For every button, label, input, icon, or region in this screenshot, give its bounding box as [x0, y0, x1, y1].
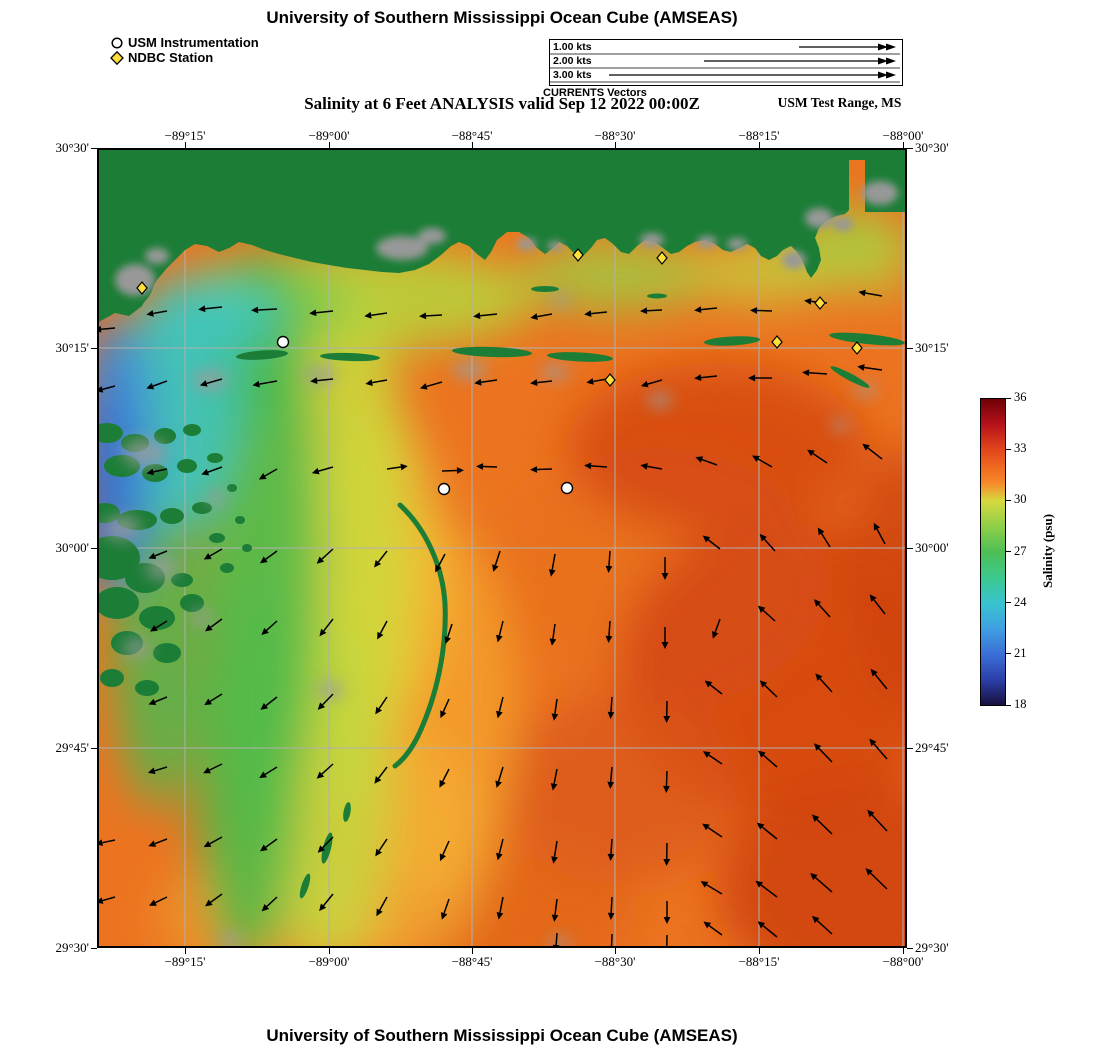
lat-tick-mark — [907, 747, 913, 749]
land-masses — [97, 148, 907, 899]
current-vectors-layer — [97, 289, 888, 948]
chandeleur-islands — [392, 502, 448, 769]
lat-tick-mark — [907, 347, 913, 349]
ndbc-station-marker — [851, 341, 863, 355]
vector-legend-arrows — [550, 43, 900, 83]
lon-tick-label-bottom: −88°15' — [738, 954, 780, 969]
lat-tick-label-left: 30°30' — [55, 140, 89, 155]
lon-tick-label-top: −89°15' — [164, 128, 206, 143]
lon-tick-label-bottom: −89°15' — [164, 954, 206, 969]
usm-station-marker — [276, 335, 290, 349]
lon-tick-mark — [328, 948, 330, 954]
lat-tick-label-left: 29°45' — [55, 740, 89, 755]
lon-tick-label-top: −89°00' — [308, 128, 350, 143]
colorbar-tick-label: 30 — [1014, 492, 1027, 507]
page-title: University of Southern Mississippi Ocean… — [266, 8, 738, 27]
lat-tick-label-left: 30°00' — [55, 540, 89, 555]
lat-tick-mark — [907, 547, 913, 549]
colorbar — [980, 398, 1007, 711]
lat-tick-label-right: 30°30' — [915, 140, 949, 155]
ndbc-station-marker — [771, 335, 783, 349]
ndbc-station-marker — [572, 248, 584, 262]
colorbar-tick-label: 18 — [1014, 697, 1027, 711]
lon-tick-label-bottom: −88°30' — [594, 954, 636, 969]
map-frame — [97, 148, 907, 948]
ndbc-station-marker — [604, 373, 616, 387]
vector-legend-entry: 2.00 kts — [553, 55, 592, 67]
vector-legend-entry: 3.00 kts — [553, 69, 592, 81]
lat-tick-label-left: 29°30' — [55, 940, 89, 955]
lat-tick-mark — [907, 947, 913, 949]
lon-tick-mark — [184, 948, 186, 954]
barrier-islands — [236, 286, 905, 899]
salinity-map — [97, 148, 907, 948]
legend-row-usm: USM Instrumentation — [110, 35, 259, 50]
lon-tick-mark — [471, 948, 473, 954]
colorbar-gradient — [980, 398, 1006, 706]
region-label: USM Test Range, MS — [777, 95, 902, 110]
lon-tick-label-bottom: −88°00' — [882, 954, 924, 969]
lat-tick-label-left: 30°15' — [55, 340, 89, 355]
usm-legend-label: USM Instrumentation — [128, 35, 259, 50]
map-plot — [97, 148, 907, 948]
ndbc-station-marker — [136, 281, 148, 295]
lon-tick-label-bottom: −88°45' — [451, 954, 493, 969]
station-markers-layer — [136, 248, 863, 496]
ndbc-station-marker — [814, 296, 826, 310]
lon-tick-label-bottom: −89°00' — [308, 954, 350, 969]
usm-station-marker — [437, 482, 451, 496]
usm-circle-icon — [111, 36, 123, 49]
colorbar-label: Salinity (psu) — [1040, 513, 1055, 589]
usm-station-marker — [560, 481, 574, 495]
lon-tick-label-top: −88°30' — [594, 128, 636, 143]
lon-tick-mark — [614, 948, 616, 954]
ndbc-legend-label: NDBC Station — [128, 50, 214, 65]
plot-subtitle: Salinity at 6 Feet ANALYSIS valid Sep 12… — [304, 94, 700, 113]
vector-legend-entry: 1.00 kts — [553, 41, 592, 53]
vector-legend-caption: CURRENTS Vectors — [543, 87, 647, 99]
lat-tick-label-right: 30°00' — [915, 540, 949, 555]
lon-tick-mark — [902, 948, 904, 954]
colorbar-tick-label: 27 — [1014, 543, 1027, 558]
lon-tick-label-top: −88°00' — [882, 128, 924, 143]
lon-tick-label-top: −88°45' — [451, 128, 493, 143]
current-vector-legend-box: 1.00 kts 2.00 kts 3.00 kts — [549, 39, 903, 86]
ndbc-station-marker — [656, 251, 668, 265]
legend-row-ndbc: NDBC Station — [110, 50, 259, 65]
lat-tick-label-right: 30°15' — [915, 340, 949, 355]
colorbar-tick-label: 21 — [1014, 645, 1027, 660]
marsh-gray-smudges — [104, 439, 227, 658]
ndbc-diamond-icon — [110, 50, 124, 65]
lon-tick-label-top: −88°15' — [738, 128, 780, 143]
lon-tick-mark — [758, 948, 760, 954]
colorbar-tick-label: 36 — [1014, 390, 1027, 404]
station-legend: USM Instrumentation NDBC Station — [110, 35, 259, 65]
lat-tick-label-right: 29°30' — [915, 940, 949, 955]
lat-tick-label-right: 29°45' — [915, 740, 949, 755]
colorbar-tick-label: 24 — [1014, 594, 1027, 609]
colorbar-tick-label: 33 — [1014, 441, 1027, 456]
footer-title: University of Southern Mississippi Ocean… — [266, 1026, 738, 1045]
lat-tick-mark — [907, 147, 913, 149]
